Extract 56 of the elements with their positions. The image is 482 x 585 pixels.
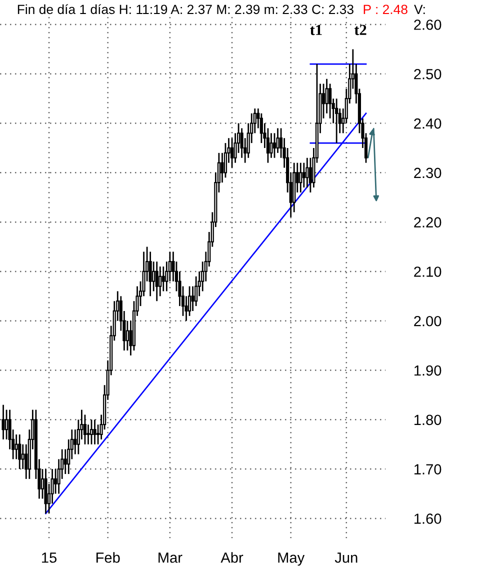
x-tick-label: Mar (158, 552, 182, 563)
y-tick-label: 2.30 (414, 168, 442, 178)
candlestick (272, 132, 276, 159)
candlestick (18, 434, 22, 470)
candlestick (14, 434, 18, 460)
y-tick-label: 2.40 (414, 118, 442, 129)
y-tick-label: 2.20 (414, 217, 442, 228)
candlestick (220, 152, 224, 184)
y-tick-label: 2.00 (414, 316, 442, 326)
x-tick-label: Feb (96, 552, 120, 563)
x-tick-label: 15 (42, 552, 57, 563)
candlestick (5, 409, 8, 440)
text: V: (414, 4, 425, 14)
candlestick (2, 404, 5, 440)
candlestick (194, 276, 198, 307)
candlestick (64, 448, 67, 475)
candlestick (335, 98, 338, 144)
candlestick (308, 157, 312, 194)
y-tick-label: 2.60 (414, 20, 442, 30)
candlestick (325, 78, 328, 114)
candlestick (90, 418, 94, 446)
y-tick-label: 1.80 (414, 414, 442, 426)
candlestick (260, 112, 263, 144)
candlestick (162, 266, 165, 292)
y-tick-label: 1.60 (414, 514, 442, 524)
y-tick-label: 2.50 (414, 69, 442, 80)
candlestick (155, 260, 158, 302)
chart-subtitle: P : 2.48 (364, 4, 408, 14)
candlestick (299, 162, 302, 194)
candlestick (224, 142, 228, 178)
candlestick (86, 424, 90, 446)
candlestick (240, 128, 244, 159)
y-tick-label: 1.90 (414, 365, 442, 376)
chart-title: Fin de día 1 días H: 11:19 A: 2.37 M: 2.39 m: 2.33 C: 2.33 (18, 4, 354, 14)
candlestick (188, 286, 192, 317)
candlestick (270, 132, 273, 159)
candlestick (306, 157, 309, 188)
y-tick-label: 2.10 (414, 266, 442, 277)
annotation: t1 (310, 24, 322, 36)
candlestick (276, 128, 280, 154)
candlestick (191, 286, 194, 312)
candlestick (302, 162, 306, 188)
candlestick (93, 418, 96, 446)
x-tick-label: Jun (334, 552, 358, 563)
candlestick (266, 128, 270, 164)
candlestick (148, 251, 152, 297)
candlestick (230, 137, 234, 168)
candlestick (83, 414, 86, 446)
y-tick-label: 1.70 (414, 464, 442, 474)
x-tick-label: Abr (220, 552, 244, 563)
x-tick-label: May (278, 552, 305, 566)
candlestick (158, 266, 162, 297)
candlestick (54, 468, 58, 494)
candlestick (328, 83, 332, 120)
annotation: t2 (354, 24, 366, 36)
candlestick (96, 424, 100, 446)
